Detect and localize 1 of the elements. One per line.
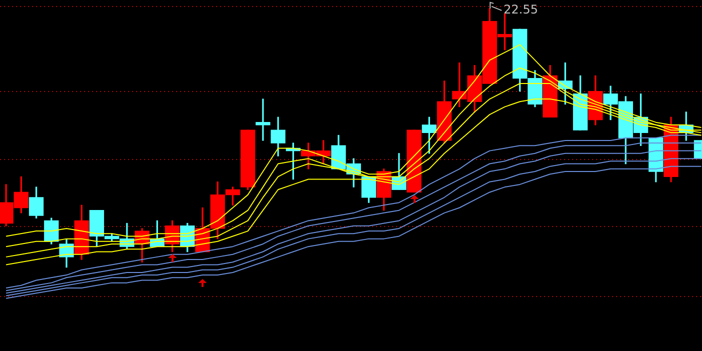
annotation: 22.55 [504, 2, 538, 17]
